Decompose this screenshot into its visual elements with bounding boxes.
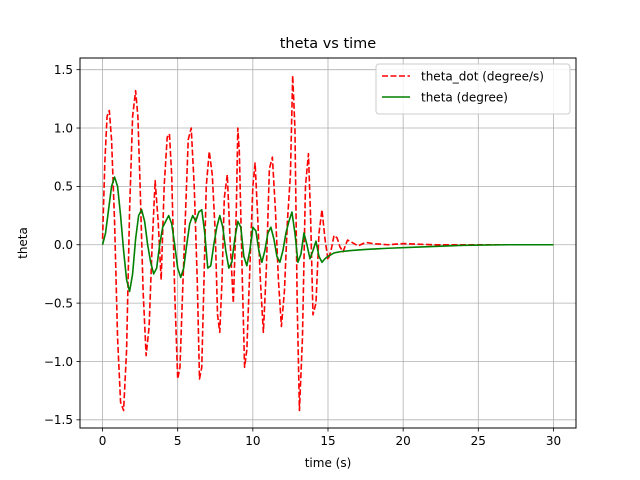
y-tick-label: 0.5 — [54, 180, 73, 194]
x-axis-label: time (s) — [305, 456, 352, 470]
x-tick-label: 5 — [174, 434, 182, 448]
y-tick-label: 1.0 — [54, 121, 73, 135]
x-tick-label: 10 — [245, 434, 260, 448]
legend: theta_dot (degree/s) theta (degree) — [375, 63, 571, 115]
legend-label-theta: theta (degree) — [421, 91, 508, 105]
legend-label-theta-dot: theta_dot (degree/s) — [421, 70, 544, 84]
series-line-theta-dot — [101, 74, 554, 412]
ticks: 0 5 10 15 20 25 30 −1.5 −1.0 −0.5 0.0 0.5 1.0 1.5 — [44, 63, 561, 448]
y-tick-label: −1.0 — [44, 355, 73, 369]
x-tick-label: 25 — [471, 434, 486, 448]
x-tick-label: 20 — [396, 434, 411, 448]
series-layer — [101, 74, 554, 412]
grid — [80, 58, 576, 428]
y-tick-label: 1.5 — [54, 63, 73, 77]
x-tick-label: 15 — [320, 434, 335, 448]
y-tick-label: −1.5 — [44, 413, 73, 427]
y-tick-label: −0.5 — [44, 296, 73, 310]
y-axis-label: theta — [16, 227, 30, 259]
chart-title: theta vs time — [280, 36, 377, 52]
x-tick-label: 0 — [99, 434, 107, 448]
legend-box — [375, 63, 571, 115]
y-tick-label: 0.0 — [54, 238, 73, 252]
x-tick-label: 30 — [546, 434, 561, 448]
series-line-theta — [101, 176, 554, 293]
